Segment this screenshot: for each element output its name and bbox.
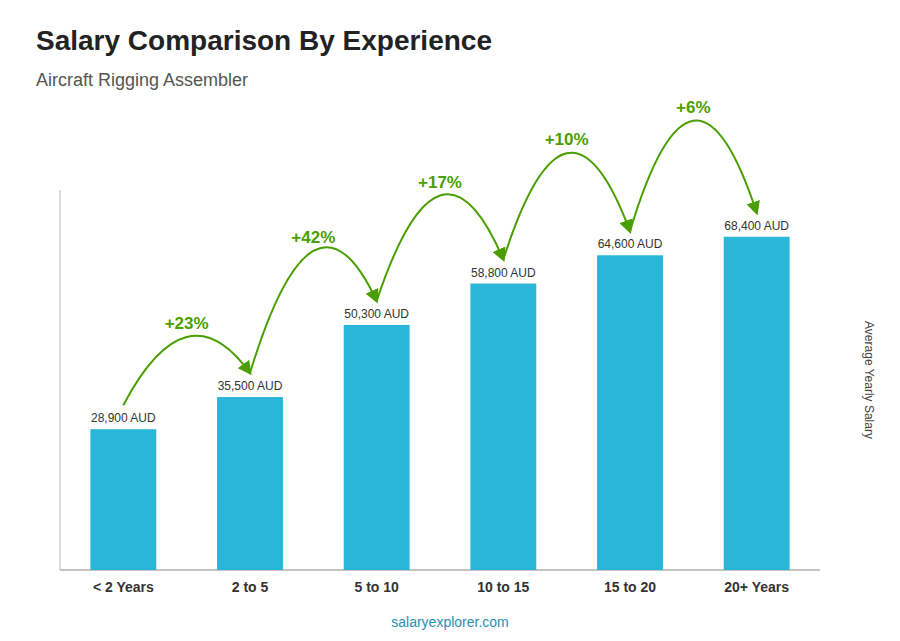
subtitle: Aircraft Rigging Assembler	[36, 70, 248, 90]
change-arc	[630, 121, 757, 232]
chart: Salary Comparison By Experience Aircraft …	[0, 0, 900, 641]
title: Salary Comparison By Experience	[36, 25, 492, 56]
change-arc	[503, 153, 630, 260]
y-axis-line	[60, 190, 61, 570]
change-arc	[123, 336, 250, 405]
annotation: +42%	[291, 228, 335, 247]
change-arc	[250, 247, 377, 373]
data-label: 35,500 AUD	[218, 379, 283, 393]
bar	[597, 255, 663, 570]
x-tick-label: 20+ Years	[724, 579, 789, 595]
data-label: 50,300 AUD	[344, 307, 409, 321]
data-label: 68,400 AUD	[724, 219, 789, 233]
bar	[90, 429, 156, 570]
annotation: +10%	[545, 130, 589, 149]
annotation: +6%	[676, 98, 711, 117]
bar	[217, 397, 283, 570]
data-label: 64,600 AUD	[598, 237, 663, 251]
annotation: +23%	[165, 314, 209, 333]
chart-container: Salary Comparison By Experience Aircraft …	[0, 0, 900, 641]
data-label: 58,800 AUD	[471, 266, 536, 280]
x-tick-label: 2 to 5	[232, 579, 269, 595]
x-tick-label: 15 to 20	[604, 579, 656, 595]
data-label: 28,900 AUD	[91, 411, 156, 425]
x-tick-label: 10 to 15	[477, 579, 529, 595]
bar	[470, 284, 536, 570]
x-axis-line	[60, 570, 820, 571]
bar	[724, 237, 790, 570]
footer: salaryexplorer.com	[391, 614, 509, 630]
x-tick-label: 5 to 10	[354, 579, 399, 595]
y-axis-label: Average Yearly Salary	[862, 321, 876, 439]
x-tick-label: < 2 Years	[93, 579, 154, 595]
annotation: +17%	[418, 173, 462, 192]
bar	[344, 325, 410, 570]
bars	[90, 237, 789, 570]
change-arc	[377, 194, 504, 301]
